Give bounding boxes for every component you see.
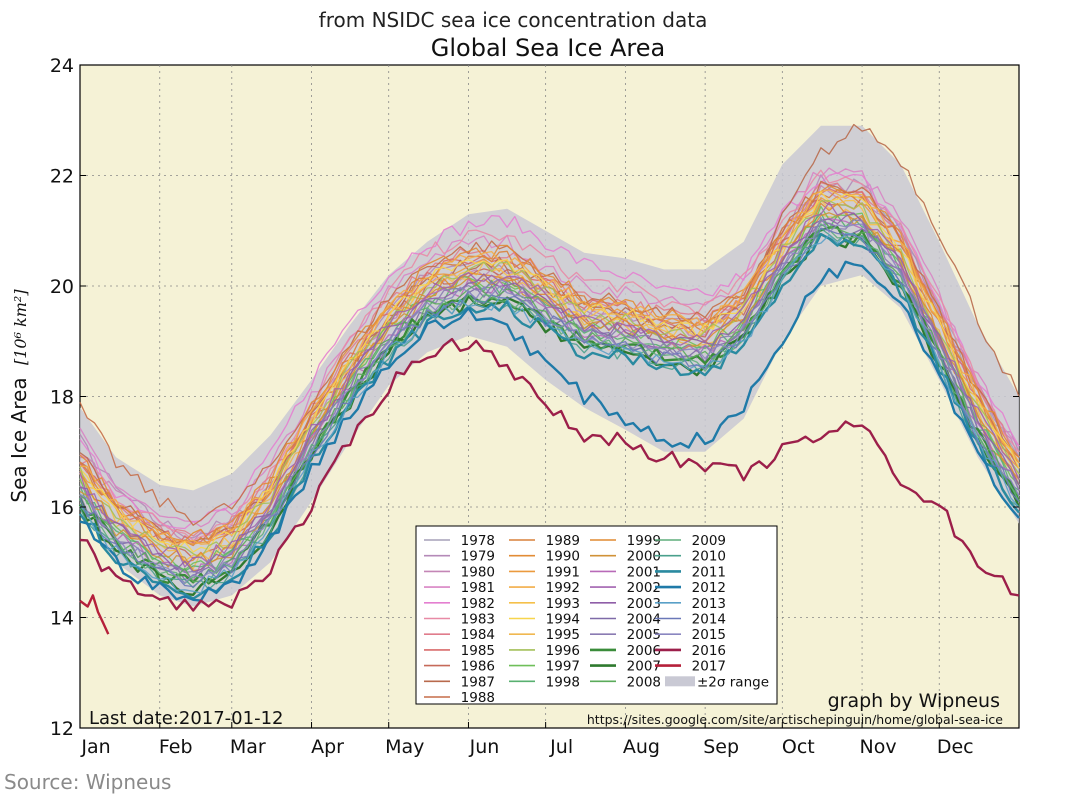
legend-label-2012: 2012 <box>692 580 726 596</box>
y-tick-label: 18 <box>50 387 74 409</box>
legend-label-2008: 2008 <box>627 674 661 690</box>
source-url[interactable]: https://sites.google.com/site/arctischep… <box>587 712 1003 727</box>
legend-label-2016: 2016 <box>692 643 726 659</box>
y-tick-label: 14 <box>50 608 74 630</box>
legend-label-2005: 2005 <box>627 627 661 643</box>
series-line-2015 <box>79 216 1020 584</box>
series-line-1981 <box>79 167 1020 528</box>
legend-label-2000: 2000 <box>627 549 661 565</box>
legend-label-1999: 1999 <box>627 533 661 549</box>
legend-label-2014: 2014 <box>692 612 726 628</box>
legend-label-1987: 1987 <box>461 674 495 690</box>
x-tick-label: Jan <box>80 736 110 758</box>
y-tick-label: 20 <box>50 276 74 298</box>
series-lines <box>78 123 1021 635</box>
series-line-1983 <box>79 169 1020 542</box>
series-line-2005 <box>79 219 1020 575</box>
legend-label-1978: 1978 <box>461 533 495 549</box>
series-line-1990 <box>79 185 1020 542</box>
x-tick-label: Oct <box>782 736 815 758</box>
legend-label-2013: 2013 <box>692 596 726 612</box>
legend-label-1998: 1998 <box>546 674 580 690</box>
x-tick-label: Aug <box>623 736 660 758</box>
series-line-2008 <box>79 218 1020 583</box>
legend-label-2003: 2003 <box>627 596 661 612</box>
y-tick-label: 24 <box>50 55 74 77</box>
series-line-1988 <box>79 180 1020 526</box>
x-tick-label: Mar <box>230 736 266 758</box>
svg-text:Sea Ice Area [10⁶ km²]: Sea Ice Area [10⁶ km²] <box>7 289 31 503</box>
x-tick-label: Apr <box>311 736 344 758</box>
y-axis-label-text: Sea Ice Area <box>7 377 31 502</box>
legend-label-1994: 1994 <box>546 612 580 628</box>
legend-label-1979: 1979 <box>461 549 495 565</box>
series-line-1982 <box>79 172 1020 530</box>
legend-label-2001: 2001 <box>627 564 661 580</box>
legend-label-2002: 2002 <box>627 580 661 596</box>
legend-label-2006: 2006 <box>627 643 661 659</box>
x-tick-label: May <box>385 736 424 758</box>
series-line-1998 <box>79 212 1020 572</box>
legend-label-2009: 2009 <box>692 533 726 549</box>
y-tick-label: 12 <box>50 718 74 740</box>
y-axis: 12 14 16 18 20 22 24 <box>50 55 1019 740</box>
legend-swatch-band <box>665 676 695 687</box>
y-axis-label-unit: [10⁶ km²] <box>11 289 30 365</box>
legend-label-1991: 1991 <box>546 564 580 580</box>
legend-label-1996: 1996 <box>546 643 580 659</box>
legend-label-1993: 1993 <box>546 596 580 612</box>
credit-label: graph by Wipneus <box>828 690 1000 712</box>
source-caption: Source: Wipneus <box>4 770 172 794</box>
legend-label-2011: 2011 <box>692 564 726 580</box>
x-tick-label: Jul <box>549 736 573 758</box>
x-tick-label: Nov <box>860 736 897 758</box>
last-date-label: Last date:2017-01-12 <box>89 708 283 729</box>
legend: 1978197919801981198219831984198519861987… <box>415 525 778 706</box>
legend-label-1986: 1986 <box>461 659 495 675</box>
legend-label-1989: 1989 <box>546 533 580 549</box>
legend-label-1982: 1982 <box>461 596 495 612</box>
legend-label-2004: 2004 <box>627 612 661 628</box>
chart-title: Global Sea Ice Area <box>431 34 665 62</box>
x-tick-label: Jun <box>469 736 500 758</box>
legend-label-1988: 1988 <box>461 690 495 706</box>
legend-label-1981: 1981 <box>461 580 495 596</box>
y-axis-label: Sea Ice Area [10⁶ km²] <box>7 289 31 503</box>
x-tick-label: Feb <box>159 736 193 758</box>
series-line-1994 <box>79 191 1020 553</box>
x-tick-label: Dec <box>937 736 974 758</box>
series-line-1985 <box>79 188 1020 549</box>
series-line-2013 <box>79 233 1020 594</box>
legend-label-1990: 1990 <box>546 549 580 565</box>
x-tick-label: Sep <box>703 736 739 758</box>
legend-label-1995: 1995 <box>546 627 580 643</box>
y-tick-label: 22 <box>50 166 74 188</box>
legend-label-2015: 2015 <box>692 627 726 643</box>
series-line-2014 <box>79 227 1020 588</box>
legend-label-1984: 1984 <box>461 627 495 643</box>
series-line-2012 <box>79 260 1020 602</box>
y-tick-label: 16 <box>50 497 74 519</box>
series-line-1987 <box>79 123 1020 544</box>
legend-label-1997: 1997 <box>546 659 580 675</box>
x-axis: Jan Feb Mar Apr May Jun Jul Aug Sep Oct Nov Dec <box>79 722 974 758</box>
legend-label-2017: 2017 <box>692 659 726 675</box>
series-line-2017 <box>79 594 110 635</box>
legend-label-1980: 1980 <box>461 564 495 580</box>
legend-label-1985: 1985 <box>461 643 495 659</box>
legend-label-2010: 2010 <box>692 549 726 565</box>
legend-label-1992: 1992 <box>546 580 580 596</box>
chart-subtitle: from NSIDC sea ice concentration data <box>319 8 708 32</box>
legend-label-1983: 1983 <box>461 612 495 628</box>
series-line-2011 <box>79 232 1020 600</box>
legend-label-2007: 2007 <box>627 659 661 675</box>
series-line-2016 <box>79 337 1020 612</box>
legend-label-band: ±2σ range <box>697 674 769 690</box>
